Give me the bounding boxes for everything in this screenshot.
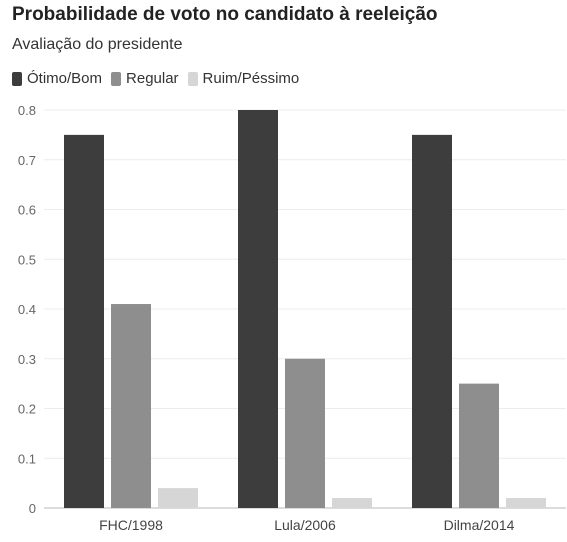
chart-title: Probabilidade de voto no candidato à ree… [12,4,438,25]
y-tick-label: 0.1 [18,451,36,466]
bar [158,488,198,508]
y-tick-label: 0.2 [18,402,36,417]
legend-label-ruim-pessimo: Ruim/Péssimo [202,70,300,87]
bar [412,134,452,508]
x-tick-label: Lula/2006 [274,517,336,533]
bar [332,498,372,508]
x-tick-label: FHC/1998 [99,517,163,533]
y-tick-label: 0.6 [18,203,36,218]
bar [285,358,325,508]
y-tick-label: 0.3 [18,352,36,367]
legend: Ótimo/Bom Regular Ruim/Péssimo [12,70,308,87]
bar [111,304,151,508]
legend-item-otimo-bom: Ótimo/Bom [12,70,102,87]
legend-swatch-regular [111,71,122,86]
legend-swatch-ruim-pessimo [187,71,198,86]
y-tick-labels: 0 0.1 0.2 0.3 0.4 0.5 0.6 0.7 0.8 [18,103,36,516]
y-tick-label: 0.5 [18,252,36,267]
y-tick-label: 0.8 [18,103,36,118]
y-tick-label: 0.7 [18,153,36,168]
bars [64,110,546,508]
legend-label-regular: Regular [126,70,179,87]
bar [238,110,278,508]
bar [506,498,546,508]
legend-item-ruim-pessimo: Ruim/Péssimo [187,70,300,87]
y-tick-label: 0 [29,501,36,516]
bar [64,134,104,508]
bar [459,383,499,508]
legend-label-otimo-bom: Ótimo/Bom [27,70,103,87]
legend-item-regular: Regular [111,70,179,87]
x-tick-labels: FHC/1998 Lula/2006 Dilma/2014 [99,517,515,533]
legend-swatch-otimo-bom [12,71,22,86]
chart-subtitle: Avaliação do presidente [12,36,183,53]
y-tick-label: 0.4 [18,302,36,317]
x-tick-label: Dilma/2014 [444,517,515,533]
